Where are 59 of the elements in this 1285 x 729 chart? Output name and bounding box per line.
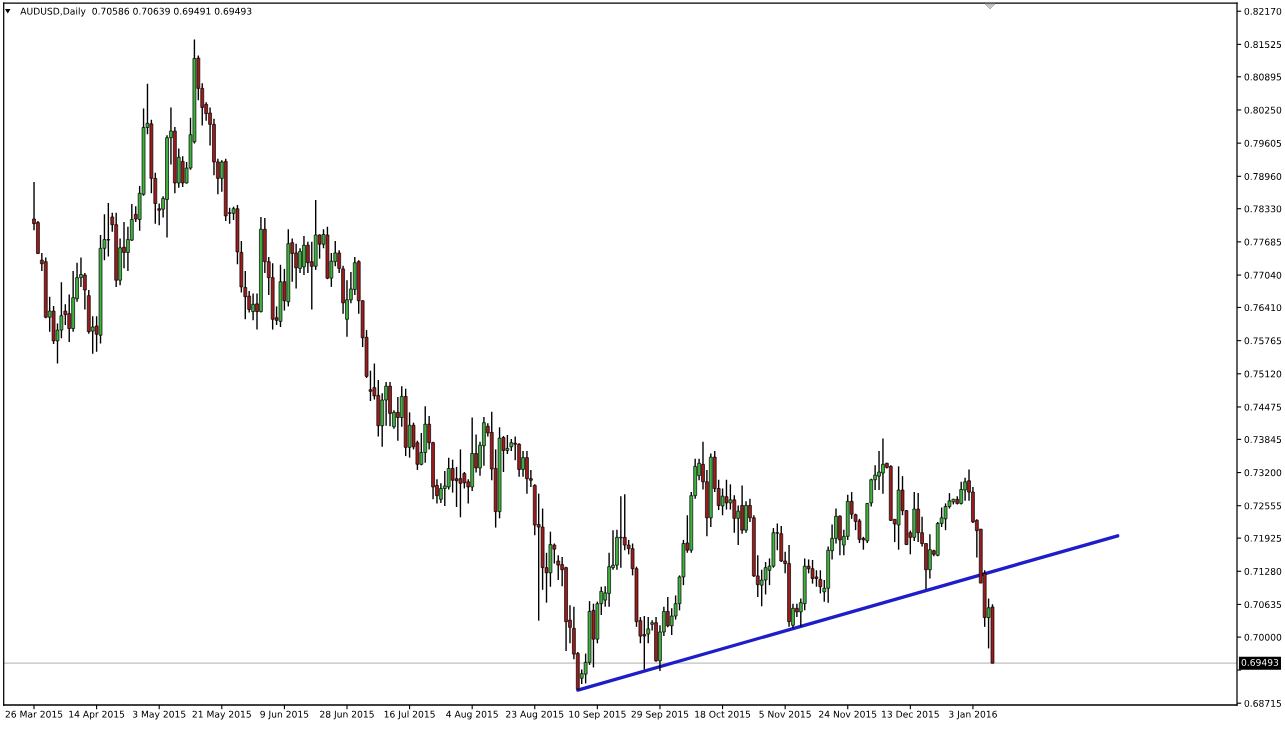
candlestick [810, 559, 815, 585]
candlestick [458, 448, 463, 518]
candlestick [302, 235, 306, 276]
y-tick-label: 0.75120 [1244, 370, 1282, 378]
candlestick [525, 450, 529, 495]
y-tick-label: 0.78330 [1244, 205, 1282, 213]
y-tick-label: 0.77685 [1244, 238, 1282, 246]
candlestick [619, 495, 623, 569]
x-tick-label: 4 Aug 2015 [446, 710, 498, 720]
x-tick-label: 24 Nov 2015 [819, 710, 877, 718]
y-tick-label: 0.78960 [1244, 172, 1282, 180]
y-tick-label: 0.75765 [1244, 337, 1282, 345]
x-tick-label: 10 Sep 2015 [569, 710, 626, 720]
candlestick [294, 242, 298, 290]
x-tick-label: 28 Jun 2015 [320, 710, 374, 720]
ref-line-label: 0.69493 [1241, 658, 1279, 666]
y-tick-label: 0.79605 [1244, 139, 1282, 147]
candlestick [724, 479, 729, 511]
y-tick-label: 0.80895 [1244, 73, 1282, 81]
x-tick-label: 3 May 2015 [132, 710, 186, 720]
y-tick-label: 0.72555 [1244, 502, 1282, 510]
candlestick [454, 466, 459, 508]
y-tick-label: 0.70000 [1244, 633, 1282, 641]
candlestick [180, 155, 185, 188]
x-tick-label: 18 Oct 2015 [695, 710, 751, 718]
x-tick-label: 23 Aug 2015 [506, 710, 564, 720]
x-tick-label: 26 Mar 2015 [5, 710, 63, 718]
candlestick [642, 615, 647, 671]
y-tick-label: 0.73200 [1244, 469, 1282, 477]
candlestick [928, 533, 932, 580]
x-tick-label: 9 Jun 2015 [260, 710, 309, 720]
x-tick-label: 13 Dec 2015 [882, 710, 939, 718]
candlestick [446, 456, 451, 491]
candlestick [67, 293, 72, 343]
y-tick-label: 0.76410 [1244, 304, 1282, 312]
candlestick [106, 202, 111, 258]
x-tick-label: 29 Sep 2015 [631, 710, 689, 720]
x-tick-label: 3 Jan 2016 [949, 710, 997, 720]
y-tick-label: 0.74475 [1244, 403, 1282, 411]
y-tick-label: 0.73845 [1244, 436, 1282, 443]
y-tick-label: 0.71925 [1244, 534, 1282, 542]
y-tick-label: 0.71280 [1244, 567, 1282, 575]
y-tick-label: 0.80250 [1244, 106, 1282, 114]
y-tick-label: 0.70635 [1244, 601, 1282, 609]
y-tick-label: 0.77040 [1244, 271, 1282, 279]
candlestick [396, 396, 400, 442]
x-tick-label: 21 May 2015 [192, 710, 251, 720]
y-tick-label: 0.81525 [1244, 41, 1282, 49]
candlestick [818, 569, 823, 595]
candlestick [251, 292, 255, 322]
chart-title: AUDUSD,Daily 0.70586 0.70639 0.69491 0.69493 [20, 7, 252, 17]
candlestick [916, 492, 920, 543]
candlestick [963, 476, 967, 502]
y-tick-label: 0.82170 [1244, 7, 1282, 15]
candlestick [881, 437, 885, 495]
x-tick-label: 16 Jul 2015 [384, 710, 435, 720]
x-tick-label: 5 Nov 2015 [759, 710, 811, 718]
x-tick-label: 14 Apr 2015 [69, 710, 125, 720]
y-tick-label: 0.68715 [1244, 699, 1282, 707]
